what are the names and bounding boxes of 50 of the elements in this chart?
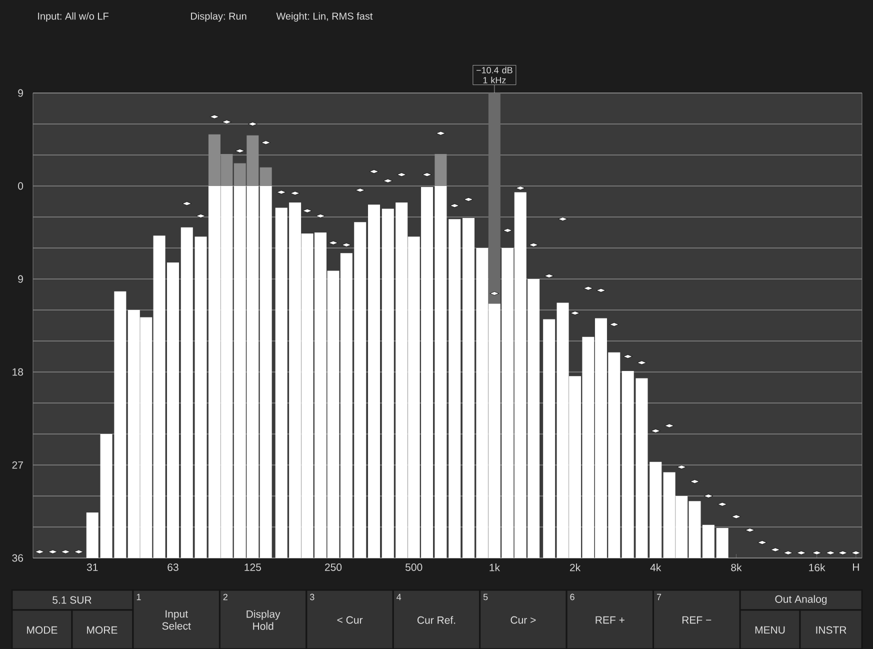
y-tick-label: 9 <box>18 89 23 97</box>
y-tick-label: 27 <box>12 461 23 469</box>
x-tick-label: 8k <box>731 564 742 572</box>
x-tick-label: 63 <box>168 564 178 571</box>
bar <box>448 219 461 558</box>
text: 3 <box>310 594 314 600</box>
text: Display: Run <box>191 12 246 22</box>
text: 6 <box>570 594 574 600</box>
text: 5 <box>483 594 488 600</box>
text: < Cur <box>337 616 363 624</box>
y-tick-label: 0 <box>18 182 24 190</box>
text: Cur Ref. <box>417 616 456 624</box>
x-tick-label: 1k <box>490 564 500 572</box>
text: Cur > <box>510 616 536 624</box>
x-tick-label: 31 <box>86 564 98 571</box>
text: Display Hold <box>246 610 280 630</box>
x-tick-label: H <box>853 564 859 571</box>
text: MENU <box>755 626 785 634</box>
text: Input: All w/o LF <box>38 12 108 22</box>
x-tick-label: 250 <box>325 564 342 571</box>
text: Out Analog <box>775 595 827 605</box>
bar <box>86 512 98 558</box>
y-tick-label: 9 <box>18 275 23 283</box>
text: MODE <box>27 626 58 634</box>
ref-line-label: −10.4 dB 1 kHz <box>476 66 512 84</box>
x-tick-label: 16k <box>809 564 826 572</box>
text: MORE <box>87 626 118 634</box>
text: REF − <box>682 616 712 624</box>
x-tick-label: 4k <box>650 564 662 572</box>
text: INSTR <box>816 626 846 634</box>
bar <box>650 462 662 558</box>
bar <box>543 319 556 558</box>
text: 5.1 SUR <box>52 596 92 604</box>
y-tick-label: 36 <box>12 554 24 562</box>
x-tick-label: 2k <box>570 564 581 572</box>
bar <box>180 227 193 558</box>
bar <box>716 528 728 558</box>
text: 4 <box>396 594 402 600</box>
x-tick-label: 125 <box>244 564 261 571</box>
text: 1 <box>136 594 141 600</box>
x-tick-label: 500 <box>406 564 422 571</box>
bar <box>368 204 380 558</box>
text: 7 <box>656 594 662 600</box>
y-tick-label: 18 <box>12 368 24 376</box>
bar <box>434 154 447 186</box>
bar <box>702 524 714 558</box>
text: Input Select <box>162 610 191 630</box>
text: 2 <box>223 594 228 600</box>
text: Weight: Lin, RMS fast <box>276 12 373 22</box>
text: REF + <box>596 616 624 624</box>
